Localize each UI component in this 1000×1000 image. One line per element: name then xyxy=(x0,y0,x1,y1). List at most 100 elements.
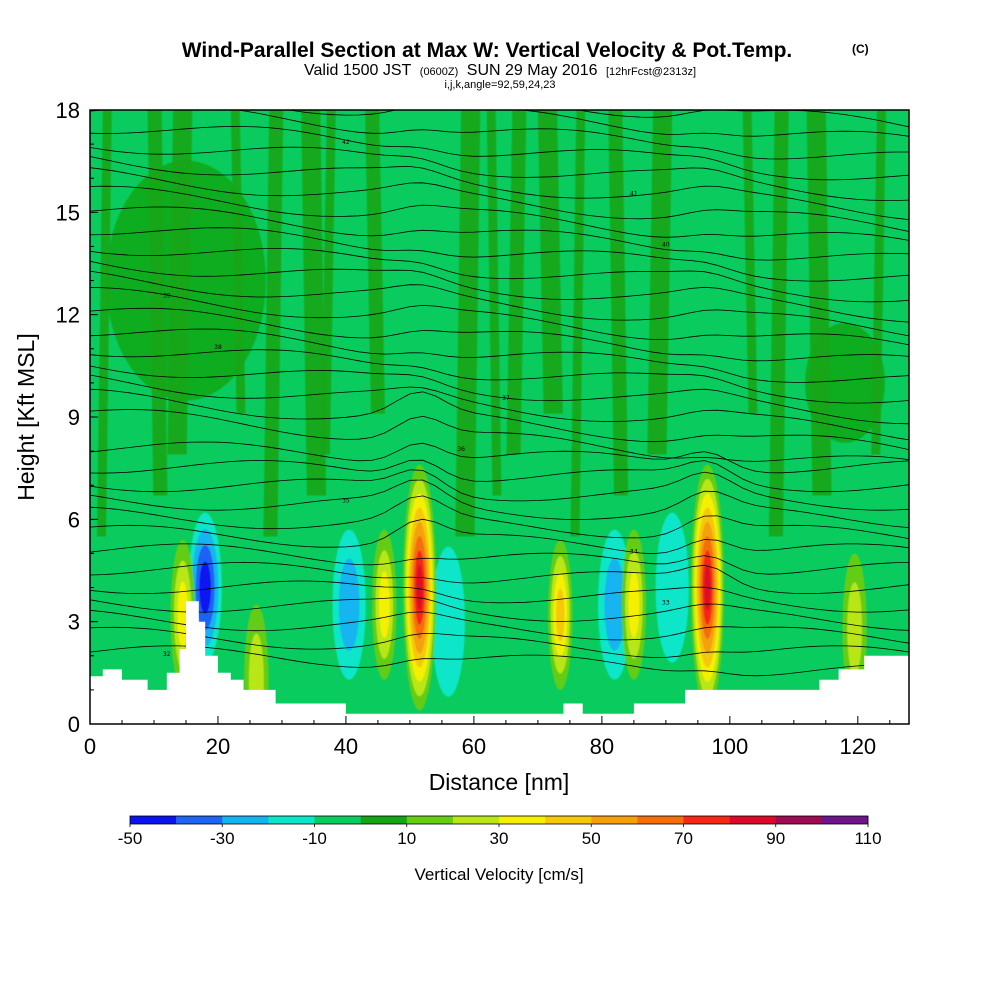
colorbar-tick-label: 110 xyxy=(854,829,881,848)
pot-temp-contour xyxy=(90,580,909,613)
colorbar-swatch xyxy=(130,816,177,824)
pot-temp-contours xyxy=(90,110,909,677)
pot-temp-contour xyxy=(90,206,909,261)
colorbar-swatch xyxy=(729,816,777,824)
chart-title: Wind-Parallel Section at Max W: Vertical… xyxy=(182,39,793,62)
pot-temp-contour xyxy=(90,495,909,539)
pot-temp-contour xyxy=(90,167,909,232)
x-axis: 0 20 40 60 80 100 120 xyxy=(84,716,891,759)
x-tick-label: 20 xyxy=(206,734,230,759)
colorbar-tick-label: 10 xyxy=(397,829,416,848)
pot-temp-contour xyxy=(90,125,909,181)
y-tick-label: 9 xyxy=(68,405,80,430)
updraft-cell xyxy=(416,564,423,611)
field-band xyxy=(301,110,327,496)
pot-temp-contour xyxy=(90,270,909,337)
colorbar-swatch xyxy=(545,816,592,824)
x-tick-label: 100 xyxy=(711,734,748,759)
contour-label: 36 xyxy=(457,446,465,453)
y-axis-label: Height [Kft MSL] xyxy=(13,333,39,500)
contour-label: 42 xyxy=(342,139,350,146)
pot-temp-contour xyxy=(286,110,909,137)
field-band xyxy=(506,110,527,455)
pot-temp-contour xyxy=(90,626,909,658)
subtitle-forecast: [12hrFcst@2313z] xyxy=(606,66,696,78)
colorbar-swatch xyxy=(637,816,684,824)
contour-label: 40 xyxy=(662,241,670,248)
x-axis-label: Distance [nm] xyxy=(429,769,570,795)
contour-label: 34 xyxy=(630,548,638,555)
contour-label: 35 xyxy=(342,497,350,504)
x-tick-label: 80 xyxy=(590,734,614,759)
y-tick-label: 12 xyxy=(56,303,80,328)
contour-label: 41 xyxy=(630,190,638,197)
colorbar-tick-label: -50 xyxy=(118,829,143,848)
pot-temp-contour xyxy=(90,227,909,282)
pot-temp-contour xyxy=(90,561,909,595)
updraft-cell xyxy=(556,588,565,641)
colorbar-swatch xyxy=(683,816,730,824)
pot-temp-contour xyxy=(90,307,909,362)
terrain xyxy=(90,601,909,724)
pot-temp-contour xyxy=(90,596,909,631)
downdraft-cell xyxy=(655,512,689,663)
contour-label: 39 xyxy=(163,293,171,300)
pot-temp-contour xyxy=(90,365,909,425)
colorbar-swatch xyxy=(821,816,869,824)
downdraft-cell xyxy=(338,558,360,651)
contour-label: 33 xyxy=(662,600,670,607)
y-tick-label: 0 xyxy=(68,712,80,737)
contour-label: 38 xyxy=(214,344,222,351)
pot-temp-contour xyxy=(90,287,909,346)
field-band xyxy=(647,110,673,455)
colorbar-swatch xyxy=(452,816,500,824)
terrain-polygon xyxy=(90,601,909,724)
x-tick-label: 0 xyxy=(84,734,96,759)
colorbar-swatch xyxy=(775,816,823,824)
subtitle-date: SUN 29 May 2016 xyxy=(467,62,598,79)
downdraft-cell xyxy=(431,546,465,697)
field-band xyxy=(486,110,502,496)
colorbar-swatch xyxy=(268,816,315,824)
contour-label: 32 xyxy=(163,651,171,658)
field-band xyxy=(105,160,266,401)
downdraft-cell xyxy=(604,558,625,651)
colorbar-tick-label: 30 xyxy=(490,829,509,848)
pot-temp-contour xyxy=(90,441,909,474)
updraft-cell xyxy=(847,582,863,675)
colorbar-tick-label: 70 xyxy=(674,829,693,848)
chart-title-units: (C) xyxy=(852,42,869,56)
pot-temp-contour xyxy=(90,409,909,462)
downdraft-cell xyxy=(199,561,211,614)
pot-temp-contour xyxy=(90,645,909,677)
field-band xyxy=(97,110,112,537)
x-tick-label: 40 xyxy=(334,734,358,759)
subtitle-valid: Valid 1500 JST xyxy=(304,62,412,79)
y-tick-label: 3 xyxy=(68,610,80,635)
pot-temp-contour xyxy=(90,146,909,201)
field-band xyxy=(805,322,886,443)
pot-temp-contour xyxy=(90,110,909,160)
colorbar: -50 -30 -10 10 30 50 70 90 110 xyxy=(118,815,882,848)
pot-temp-contour xyxy=(90,609,909,644)
pot-temp-contour xyxy=(90,388,909,450)
colorbar-swatch xyxy=(176,816,223,824)
pot-temp-contour xyxy=(90,260,909,323)
colorbar-swatch xyxy=(222,816,269,824)
pot-temp-contour xyxy=(90,479,909,528)
field-band xyxy=(263,110,284,537)
field-band xyxy=(570,110,586,537)
colorbar-swatch xyxy=(314,816,361,824)
field-band xyxy=(742,110,758,414)
colorbar-swatch xyxy=(499,816,546,824)
colorbar-tick-label: 50 xyxy=(582,829,601,848)
pot-temp-contour xyxy=(90,459,909,493)
x-tick-label: 60 xyxy=(462,734,486,759)
x-tick-label: 120 xyxy=(839,734,876,759)
colorbar-swatch xyxy=(360,816,408,824)
contour-label: 37 xyxy=(502,395,510,402)
colorbar-tick-label: 90 xyxy=(766,829,785,848)
